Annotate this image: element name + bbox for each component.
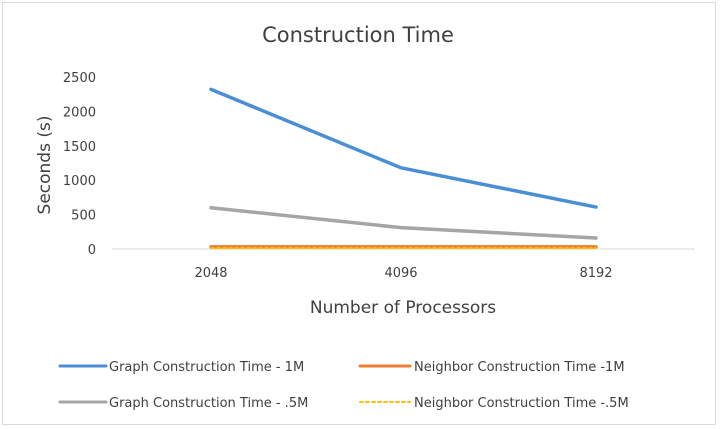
- y-tick-label: 1000: [63, 174, 96, 189]
- y-tick-label: 2000: [63, 105, 96, 120]
- legend-label-4: Neighbor Construction Time -.5M: [414, 396, 629, 411]
- series-line-1: [209, 87, 598, 209]
- series-lines: [209, 87, 598, 250]
- legend-label-2: Neighbor Construction Time -1M: [414, 360, 625, 375]
- chart-frame: [2, 2, 716, 425]
- x-tick-label: 4096: [384, 266, 417, 281]
- x-tick-label: 8192: [579, 266, 612, 281]
- series-line-3: [209, 205, 598, 240]
- x-axis-title: Number of Processors: [310, 298, 496, 318]
- legend-label-3: Graph Construction Time - .5M: [109, 396, 308, 411]
- legend: Graph Construction Time - 1M Neighbor Con…: [58, 360, 629, 411]
- y-tick-label: 2500: [63, 71, 96, 86]
- chart-title: Construction Time: [262, 23, 454, 47]
- y-tick-label: 1500: [63, 140, 96, 155]
- legend-label-1: Graph Construction Time - 1M: [109, 360, 304, 375]
- x-tick-labels: 2048 4096 8192: [194, 266, 612, 281]
- y-tick-label: 0: [88, 243, 96, 258]
- y-tick-labels: 0 500 1000 1500 2000 2500: [63, 71, 96, 258]
- x-tick-label: 2048: [194, 266, 227, 281]
- y-tick-label: 500: [71, 209, 96, 224]
- y-axis-title: Seconds (s): [35, 116, 55, 215]
